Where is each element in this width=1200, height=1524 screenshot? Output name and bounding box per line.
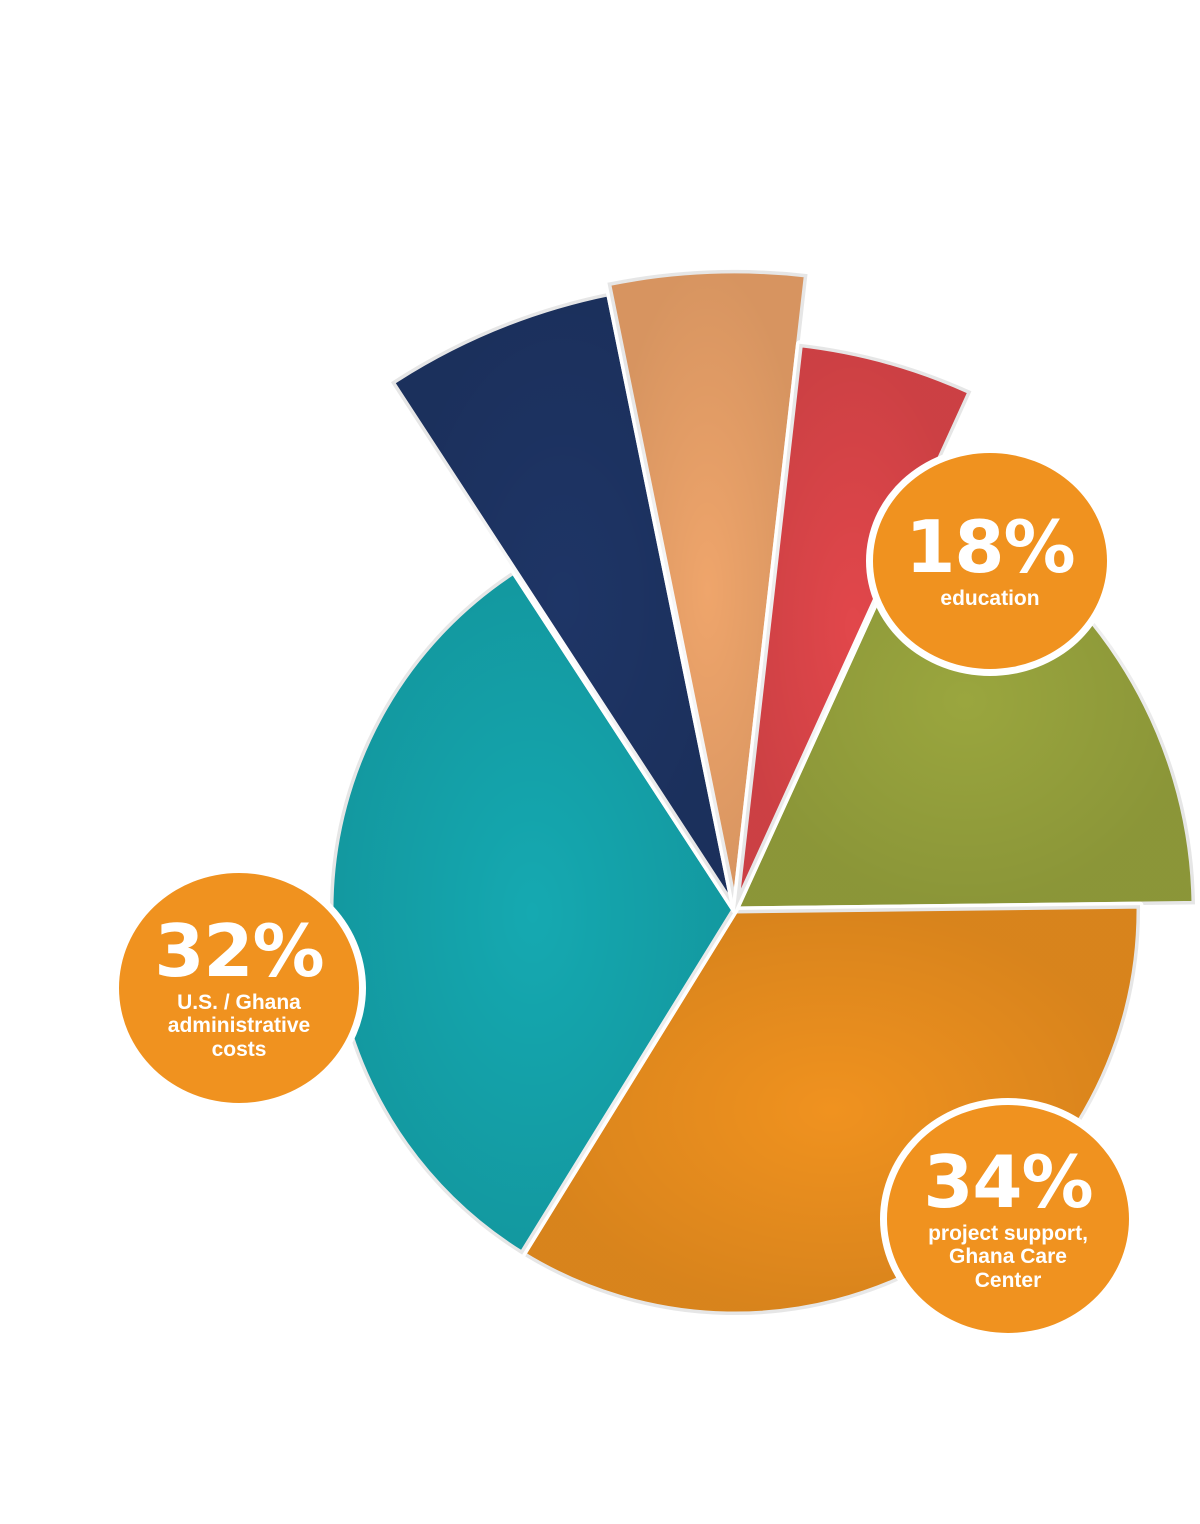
slice-peach-shading [607, 269, 808, 910]
project-support-caption: project support, Ghana Care Center [928, 1222, 1088, 1293]
education-caption: education [940, 587, 1039, 611]
project-support-caption-line-3: Center [974, 1268, 1042, 1292]
project-support-badge: 34% project support, Ghana Care Center [880, 1098, 1136, 1340]
administrative-costs-caption-line-3: costs [211, 1037, 267, 1061]
administrative-costs-caption: U.S. / Ghana administrative costs [168, 991, 310, 1062]
administrative-costs-caption-line-2: administrative [167, 1014, 311, 1038]
slice-navy-shading [391, 292, 735, 911]
slice-education-shading [735, 491, 1195, 910]
education-badge: 18% education [866, 446, 1114, 676]
administrative-costs-caption-line-1: U.S. / Ghana [177, 990, 301, 1014]
project-support-caption-line-1: project support, [928, 1221, 1088, 1245]
slice-administrative-costs-shading [329, 570, 735, 1255]
administrative-costs-percent: 32% [154, 908, 324, 993]
project-support-percent: 34% [923, 1139, 1093, 1224]
administrative-costs-badge: 32% U.S. / Ghana administrative costs [112, 866, 366, 1110]
education-caption-line: education [940, 587, 1040, 611]
education-percent: 18% [905, 505, 1075, 590]
project-support-caption-line-2: Ghana Care [949, 1245, 1067, 1269]
